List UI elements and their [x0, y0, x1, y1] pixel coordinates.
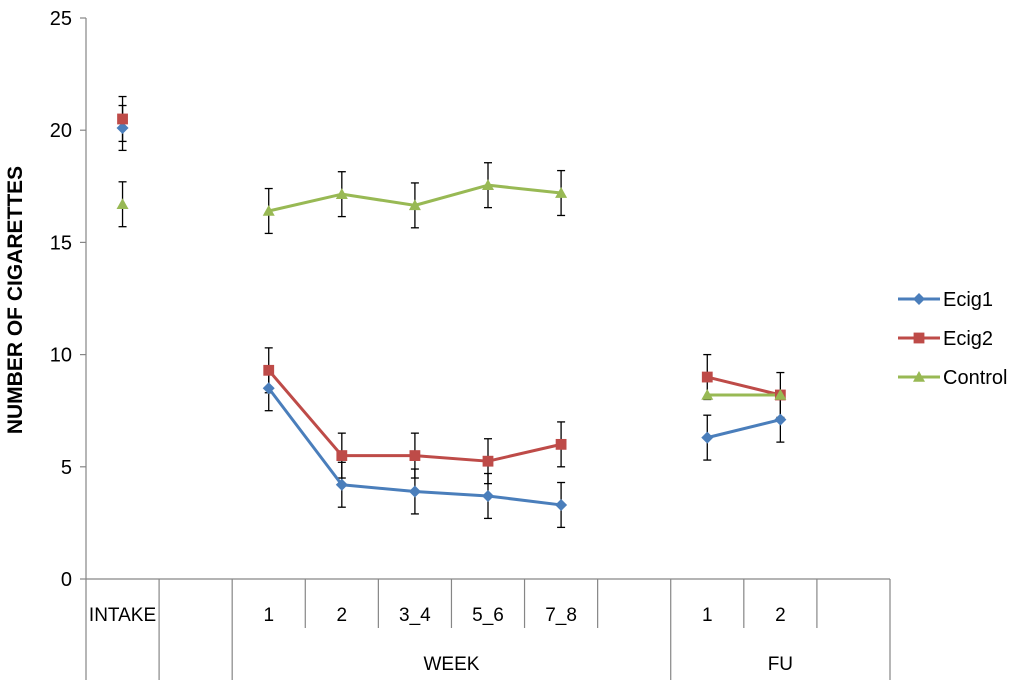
data-point-control	[701, 388, 714, 400]
legend-swatch-marker	[913, 371, 925, 382]
legend-label: Control	[943, 367, 1007, 389]
data-point-ecig1	[482, 489, 494, 502]
x-group-label: FU	[768, 654, 793, 675]
x-category-label: INTAKE	[89, 605, 156, 626]
data-point-control	[262, 204, 275, 216]
data-point-control	[335, 188, 348, 199]
data-point-ecig2	[409, 450, 421, 461]
data-point-ecig1	[262, 382, 275, 395]
data-point-ecig2	[701, 371, 713, 383]
x-category-label: 2	[775, 605, 786, 626]
series-markers	[116, 113, 787, 511]
y-tick-label: 15	[50, 232, 72, 254]
data-point-control	[774, 388, 787, 400]
x-category-label: 1	[263, 605, 274, 626]
data-point-control	[408, 199, 421, 211]
legend-label: Ecig1	[943, 289, 993, 311]
y-tick-label: 25	[50, 8, 72, 30]
data-point-ecig1	[408, 485, 421, 498]
y-tick-label: 10	[50, 345, 72, 367]
legend-swatch-marker	[913, 332, 925, 344]
data-point-ecig1	[774, 413, 787, 426]
error-bars	[118, 95, 785, 529]
legend-label: Ecig2	[943, 328, 993, 350]
series-line-ecig2	[706, 375, 781, 397]
y-axis-label: NUMBER OF CIGARETTES	[4, 166, 27, 434]
data-point-ecig2	[555, 438, 567, 450]
x-category-label: 2	[337, 605, 348, 626]
data-point-control	[116, 198, 129, 210]
data-point-control	[555, 187, 568, 198]
data-point-ecig1	[555, 498, 568, 511]
y-tick-label: 0	[61, 569, 72, 591]
x-category-label: 5_6	[472, 605, 504, 626]
x-category-label: 7_8	[545, 605, 577, 626]
data-point-ecig2	[117, 113, 128, 125]
legend[interactable]: Ecig1 Ecig2 Control	[898, 289, 1007, 389]
legend-item-ecig1[interactable]: Ecig1	[898, 289, 993, 311]
legend-item-ecig2[interactable]: Ecig2	[898, 328, 993, 350]
data-point-ecig2	[482, 455, 494, 467]
x-category-labels: INTAKE 1 2 3_4 5_6 7_8 1 2 WEEK FU	[89, 605, 793, 675]
data-point-ecig2	[336, 450, 348, 461]
legend-swatch-marker	[913, 293, 925, 305]
y-tick-labels: 0 5 10 15 20 25	[50, 8, 72, 591]
x-category-label: 1	[702, 605, 713, 626]
legend-item-control[interactable]: Control	[898, 367, 1007, 389]
data-point-ecig1	[335, 478, 348, 491]
x-category-label: 3_4	[399, 605, 431, 626]
series-line-ecig1	[706, 418, 781, 440]
axes	[80, 17, 891, 680]
data-point-control	[482, 179, 494, 190]
data-point-ecig2	[263, 364, 275, 376]
data-point-ecig1	[701, 431, 714, 444]
x-group-label: WEEK	[423, 654, 479, 675]
y-tick-label: 20	[50, 120, 72, 142]
data-point-ecig1	[116, 121, 129, 134]
y-tick-label: 5	[61, 457, 72, 479]
